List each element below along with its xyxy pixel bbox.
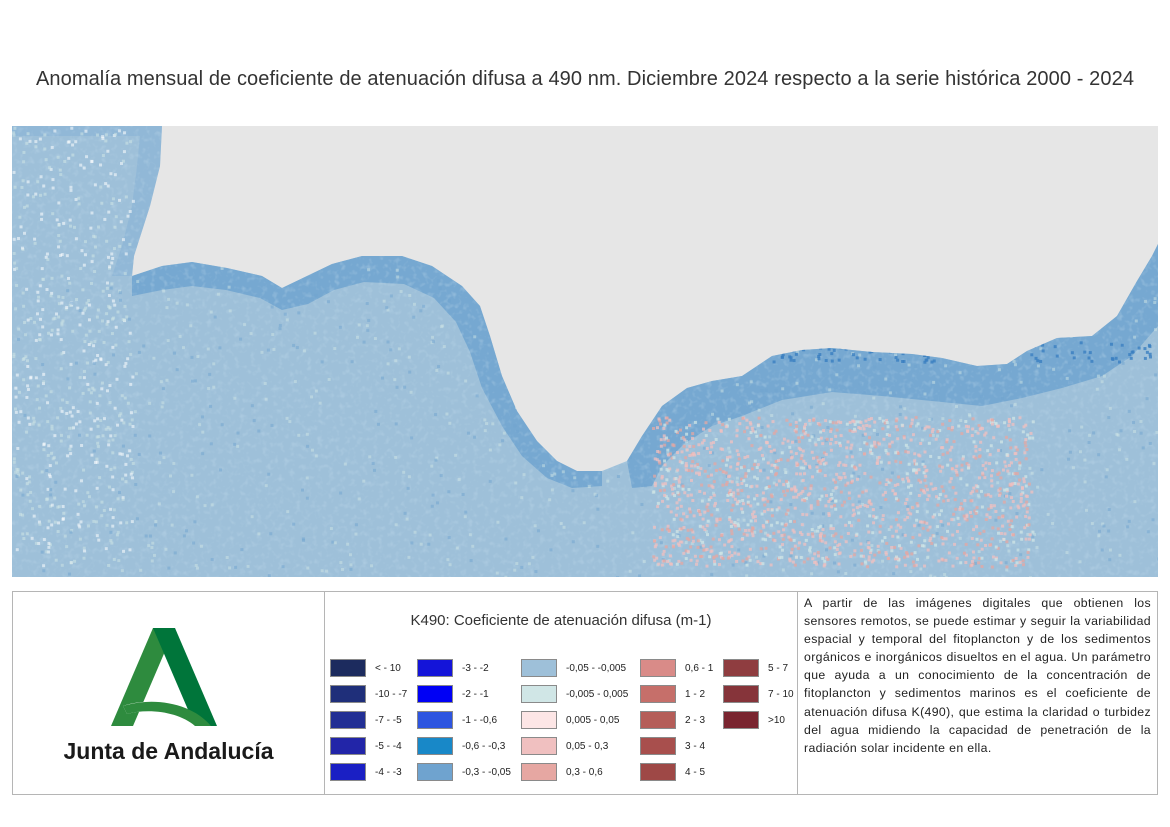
- legend-item: -0,05 - -0,005: [521, 659, 626, 677]
- legend-item: 2 - 3: [640, 711, 705, 729]
- legend-swatch: [417, 685, 453, 703]
- legend-swatch: [417, 737, 453, 755]
- legend-item: 0,05 - 0,3: [521, 737, 608, 755]
- legend: K490: Coeficiente de atenuación difusa (…: [325, 592, 798, 794]
- legend-label: 1 - 2: [685, 688, 706, 700]
- legend-label: 3 - 4: [685, 740, 706, 752]
- legend-swatch: [640, 763, 676, 781]
- legend-label: -0,05 - -0,005: [566, 662, 627, 674]
- legend-swatch: [521, 659, 557, 677]
- legend-item: -1 - -0,6: [417, 711, 497, 729]
- legend-swatch: [521, 711, 557, 729]
- legend-item: 3 - 4: [640, 737, 705, 755]
- legend-label: >10: [768, 714, 785, 726]
- legend-grid: < - 10 -10 - -7 -7 - -5 -5 - -4 -4 - -3 -3 - …: [325, 592, 797, 794]
- legend-swatch: [417, 763, 453, 781]
- legend-item: 1 - 2: [640, 685, 705, 703]
- legend-item: < - 10: [330, 659, 401, 677]
- legend-swatch: [640, 711, 676, 729]
- legend-item: 0,005 - 0,05: [521, 711, 619, 729]
- legend-swatch: [330, 711, 366, 729]
- legend-label: 5 - 7: [768, 662, 789, 674]
- legend-item: 7 - 10: [723, 685, 794, 703]
- info-panel: Junta de Andalucía K490: Coeficiente de …: [12, 591, 1158, 795]
- legend-item: 0,3 - 0,6: [521, 763, 603, 781]
- logo-text: Junta de Andalucía: [63, 738, 274, 764]
- legend-swatch: [521, 737, 557, 755]
- legend-item: -0,005 - 0,005: [521, 685, 628, 703]
- legend-item: -2 - -1: [417, 685, 489, 703]
- map-canvas: [12, 126, 1158, 577]
- legend-item: -3 - -2: [417, 659, 489, 677]
- legend-label: < - 10: [375, 662, 401, 674]
- legend-swatch: [640, 737, 676, 755]
- legend-label: 7 - 10: [768, 688, 794, 700]
- legend-label: 0,3 - 0,6: [566, 766, 603, 778]
- legend-label: 0,005 - 0,05: [566, 714, 620, 726]
- legend-item: 5 - 7: [723, 659, 788, 677]
- legend-swatch: [417, 711, 453, 729]
- legend-item: 0,6 - 1: [640, 659, 713, 677]
- legend-label: -7 - -5: [375, 714, 402, 726]
- legend-swatch: [330, 763, 366, 781]
- legend-item: -0,6 - -0,3: [417, 737, 505, 755]
- legend-swatch: [521, 763, 557, 781]
- legend-swatch: [640, 685, 676, 703]
- map-title: Anomalía mensual de coeficiente de atenu…: [35, 68, 1135, 90]
- legend-label: 2 - 3: [685, 714, 706, 726]
- legend-label: 0,05 - 0,3: [566, 740, 609, 752]
- legend-item: -7 - -5: [330, 711, 402, 729]
- legend-swatch: [521, 685, 557, 703]
- legend-label: -2 - -1: [462, 688, 489, 700]
- logo-box: Junta de Andalucía: [13, 592, 325, 794]
- legend-item: >10: [723, 711, 785, 729]
- legend-swatch: [723, 685, 759, 703]
- legend-label: -0,6 - -0,3: [462, 740, 506, 752]
- legend-swatch: [330, 685, 366, 703]
- legend-label: -4 - -3: [375, 766, 402, 778]
- legend-item: -10 - -7: [330, 685, 407, 703]
- legend-swatch: [417, 659, 453, 677]
- legend-item: -5 - -4: [330, 737, 402, 755]
- legend-swatch: [723, 711, 759, 729]
- legend-swatch: [640, 659, 676, 677]
- junta-andalucia-logo-icon: [111, 628, 217, 726]
- legend-swatch: [723, 659, 759, 677]
- legend-label: -3 - -2: [462, 662, 489, 674]
- legend-item: -0,3 - -0,05: [417, 763, 511, 781]
- legend-label: -1 - -0,6: [462, 714, 498, 726]
- legend-title: K490: Coeficiente de atenuación difusa (…: [410, 612, 712, 629]
- legend-item: -4 - -3: [330, 763, 402, 781]
- legend-item: 4 - 5: [640, 763, 705, 781]
- legend-swatch: [330, 737, 366, 755]
- legend-label: -0,005 - 0,005: [566, 688, 629, 700]
- legend-label: 0,6 - 1: [685, 662, 714, 674]
- anomaly-map[interactable]: [12, 126, 1158, 577]
- legend-label: -0,3 - -0,05: [462, 766, 511, 778]
- description-text: A partir de las imágenes digitales que o…: [804, 596, 1151, 755]
- legend-swatch: [330, 659, 366, 677]
- legend-label: -10 - -7: [375, 688, 408, 700]
- legend-label: 4 - 5: [685, 766, 706, 778]
- legend-label: -5 - -4: [375, 740, 402, 752]
